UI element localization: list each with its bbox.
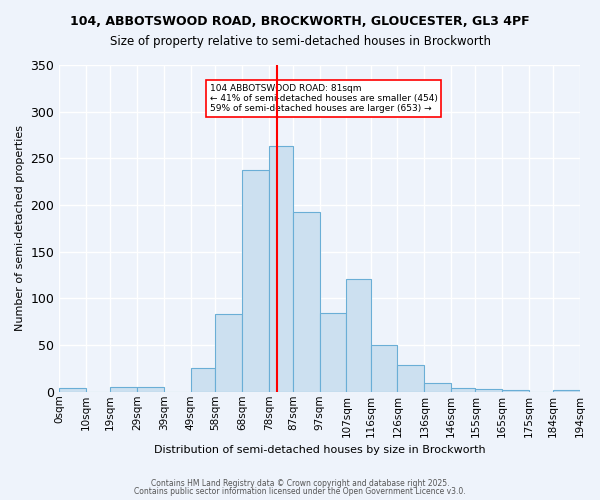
- Bar: [242, 170, 269, 392]
- Bar: [502, 390, 529, 392]
- Text: 104 ABBOTSWOOD ROAD: 81sqm
← 41% of semi-detached houses are smaller (454)
59% o: 104 ABBOTSWOOD ROAD: 81sqm ← 41% of semi…: [209, 84, 437, 114]
- Bar: [475, 389, 502, 392]
- Bar: [269, 146, 293, 392]
- Bar: [451, 388, 475, 392]
- Y-axis label: Number of semi-detached properties: Number of semi-detached properties: [15, 126, 25, 332]
- Bar: [371, 345, 397, 392]
- Bar: [553, 390, 580, 392]
- Bar: [346, 279, 371, 392]
- Bar: [191, 368, 215, 392]
- Text: Contains HM Land Registry data © Crown copyright and database right 2025.: Contains HM Land Registry data © Crown c…: [151, 478, 449, 488]
- Bar: [320, 314, 346, 392]
- X-axis label: Distribution of semi-detached houses by size in Brockworth: Distribution of semi-detached houses by …: [154, 445, 485, 455]
- Text: 104, ABBOTSWOOD ROAD, BROCKWORTH, GLOUCESTER, GL3 4PF: 104, ABBOTSWOOD ROAD, BROCKWORTH, GLOUCE…: [70, 15, 530, 28]
- Bar: [397, 364, 424, 392]
- Bar: [424, 384, 451, 392]
- Bar: [59, 388, 86, 392]
- Bar: [110, 387, 137, 392]
- Text: Size of property relative to semi-detached houses in Brockworth: Size of property relative to semi-detach…: [110, 35, 491, 48]
- Bar: [137, 387, 164, 392]
- Bar: [293, 212, 320, 392]
- Bar: [215, 314, 242, 392]
- Text: Contains public sector information licensed under the Open Government Licence v3: Contains public sector information licen…: [134, 487, 466, 496]
